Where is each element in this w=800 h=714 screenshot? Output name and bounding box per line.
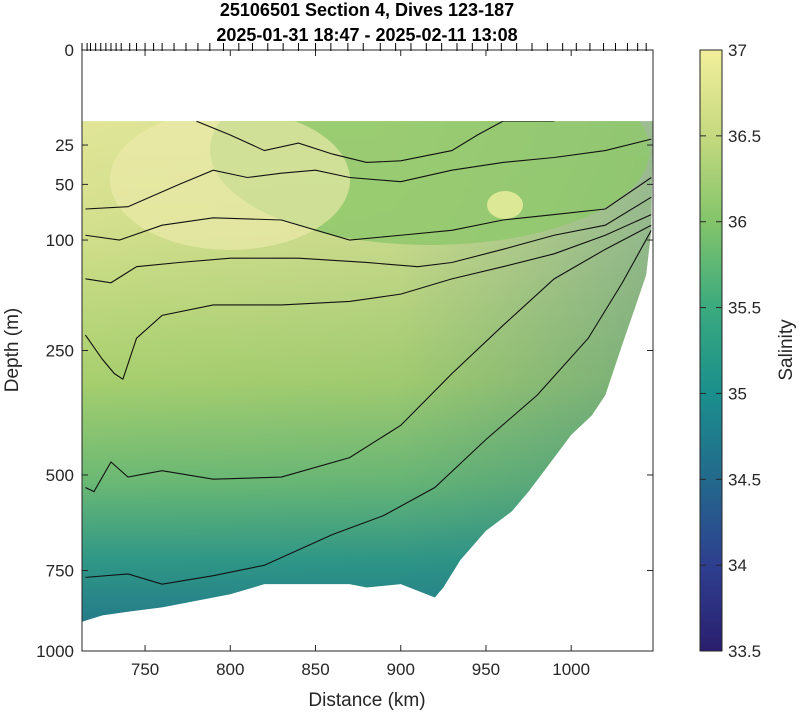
y-tick-label: 50 — [55, 175, 74, 194]
contour-36-4 — [85, 177, 652, 241]
y-tick-label: 100 — [46, 231, 74, 250]
contour-36-2 — [85, 196, 652, 284]
contour-36-7 — [195, 121, 555, 163]
colorbar-tick-label: 34 — [728, 556, 747, 575]
contour-35-5 — [85, 230, 652, 585]
colorbar-tick-label: 36.5 — [728, 127, 761, 146]
contour-36-6 — [85, 138, 652, 210]
y-tick-label: 0 — [65, 41, 74, 60]
colorbar-tick-label: 36 — [728, 213, 747, 232]
x-tick-label: 750 — [131, 660, 159, 679]
y-axis: 0 25 50 100 250 500 750 1000 — [36, 41, 653, 661]
colorbar-tick-label: 35.5 — [728, 299, 761, 318]
colorbar-tick-label: 35 — [728, 384, 747, 403]
contour-35-8 — [85, 224, 652, 493]
x-axis: 750 800 850 900 950 1000 — [131, 50, 590, 679]
x-tick-label: 900 — [387, 660, 415, 679]
colorbar-tick-label: 33.5 — [728, 642, 761, 661]
upper-core-patch — [110, 121, 350, 250]
contour-lines — [84, 121, 652, 585]
salinity-max-patch — [487, 191, 523, 219]
salinity-field — [82, 121, 653, 622]
x-axis-label: Distance (km) — [308, 690, 425, 711]
colorbar-ticks: 33.5 34 34.5 35 35.5 36 36.5 37 — [700, 41, 761, 661]
y-tick-label: 750 — [46, 561, 74, 580]
y-tick-label: 250 — [46, 342, 74, 361]
chart-title: 25106501 Section 4, Dives 123-187 — [220, 0, 514, 20]
colorbar-label: Salinity — [776, 319, 797, 381]
y-tick-label: 25 — [55, 136, 74, 155]
y-tick-label: 1000 — [36, 642, 74, 661]
x-tick-label: 1000 — [552, 660, 590, 679]
colorbar-tick-label: 37 — [728, 41, 747, 60]
x-tick-label: 800 — [216, 660, 244, 679]
contour-36 — [84, 214, 652, 381]
x-tick-label: 950 — [472, 660, 500, 679]
colorbar — [699, 49, 723, 652]
colorbar-tick-label: 34.5 — [728, 470, 761, 489]
y-axis-label: Depth (m) — [2, 308, 23, 392]
chart-subtitle: 2025-01-31 18:47 - 2025-02-11 13:08 — [216, 25, 517, 45]
x-tick-label: 850 — [301, 660, 329, 679]
dive-position-ticks — [81, 43, 647, 51]
y-tick-label: 500 — [46, 466, 74, 485]
